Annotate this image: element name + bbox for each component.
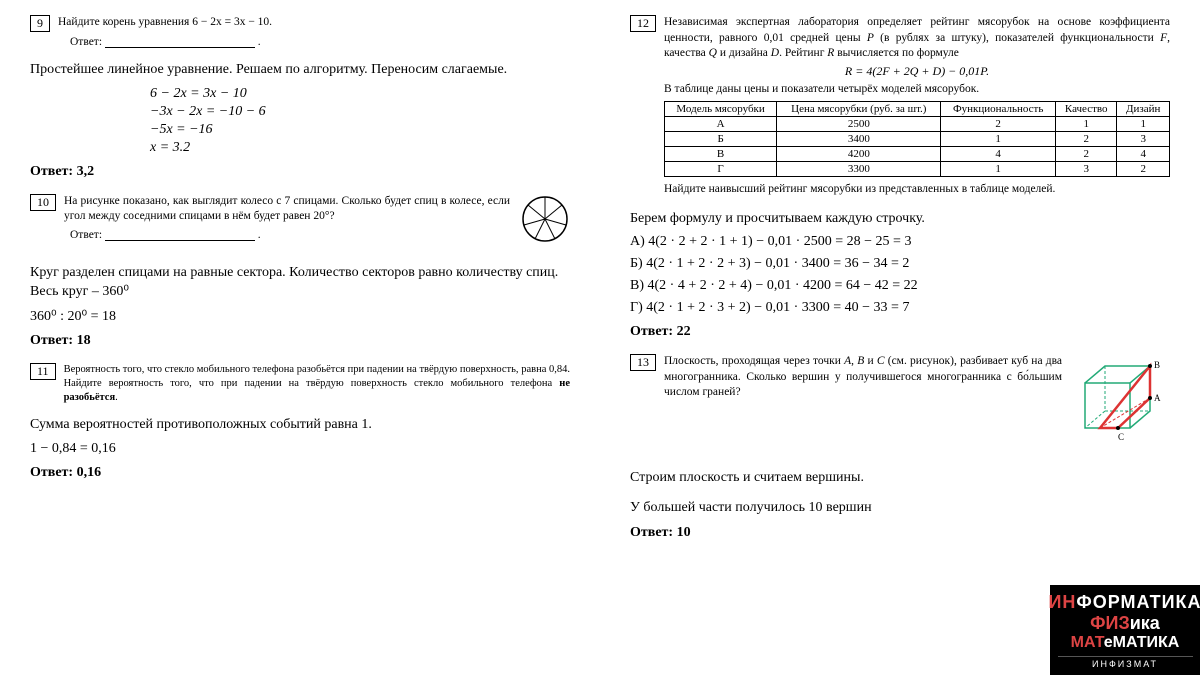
q9-answer-blank: Ответ: . — [70, 36, 570, 48]
wheel-icon — [520, 194, 570, 244]
svg-text:C: C — [1118, 432, 1124, 442]
svg-text:A: A — [1154, 393, 1161, 403]
q9-explanation: Простейшее линейное уравнение. Решаем по… — [30, 60, 570, 80]
q9-num: 9 — [30, 15, 50, 32]
q13-answer: Ответ: 10 — [630, 525, 1170, 541]
q9-steps: 6 − 2x = 3x − 10 −3x − 2x = −10 − 6 −5x … — [30, 86, 570, 156]
cube-icon: B A C — [1070, 358, 1170, 448]
q13-explanation: Строим плоскость и считаем вершины. — [630, 468, 1170, 488]
table-row: Г3300132 — [665, 161, 1170, 176]
q12-calc-d: Г) 4(2 · 1 + 2 · 3 + 2) − 0,01 · 3300 = … — [630, 300, 1170, 316]
q11-text: Вероятность того, что стекло мобильного … — [64, 363, 570, 406]
table-row: Б3400123 — [665, 131, 1170, 146]
brand-logo: ИНФОРМАТИКА ФИЗика МАТеМАТИКА ИНФИЗМАТ — [1050, 585, 1200, 675]
q13-text: Плоскость, проходящая через точки A, B и… — [664, 354, 1062, 401]
table-row: А2500211 — [665, 116, 1170, 131]
q12-table: Модель мясорубки Цена мясорубки (руб. за… — [664, 101, 1170, 177]
q9-text: Найдите корень уравнения 6 − 2x = 3x − 1… — [58, 15, 570, 31]
q12-head: 12 Независимая экспертная лаборатория оп… — [630, 15, 1170, 199]
q11-answer: Ответ: 0,16 — [30, 465, 570, 481]
q12-num: 12 — [630, 15, 656, 32]
q12-explanation: Берем формулу и просчитываем каждую стро… — [630, 209, 1170, 229]
q11-explanation: Сумма вероятностей противоположных событ… — [30, 415, 570, 435]
q12-answer: Ответ: 22 — [630, 324, 1170, 340]
q12-formula: R = 4(2F + 2Q + D) − 0,01P. — [664, 64, 1170, 79]
q12-sub2: Найдите наивысший рейтинг мясорубки из п… — [664, 183, 1170, 195]
q10-block: 10 На рисунке показано, как выглядит кол… — [30, 194, 570, 253]
q10-num: 10 — [30, 194, 56, 211]
q10-answer: Ответ: 18 — [30, 333, 570, 349]
q10-explanation: Круг разделен спицами на равные сектора.… — [30, 263, 570, 302]
q13-block: 13 Плоскость, проходящая через точки A, … — [630, 354, 1170, 448]
q10-text: На рисунке показано, как выглядит колесо… — [64, 194, 510, 225]
q13-explanation2: У большей части получилось 10 вершин — [630, 498, 1170, 518]
q11-head: 11 Вероятность того, что стекло мобильно… — [30, 363, 570, 406]
q10-calc: 360⁰ : 20⁰ = 18 — [30, 308, 570, 325]
q11-num: 11 — [30, 363, 56, 380]
table-row: В4200424 — [665, 146, 1170, 161]
q12-text: Независимая экспертная лаборатория опред… — [664, 15, 1170, 62]
q12-calc-c: В) 4(2 · 4 + 2 · 2 + 4) − 0,01 · 4200 = … — [630, 278, 1170, 294]
left-column: 9 Найдите корень уравнения 6 − 2x = 3x −… — [0, 0, 600, 675]
q11-calc: 1 − 0,84 = 0,16 — [30, 441, 570, 457]
q9-answer: Ответ: 3,2 — [30, 164, 570, 180]
q9-head: 9 Найдите корень уравнения 6 − 2x = 3x −… — [30, 15, 570, 32]
q13-num: 13 — [630, 354, 656, 371]
q10-answer-blank: Ответ: . — [70, 229, 510, 241]
q12-calc-b: Б) 4(2 · 1 + 2 · 2 + 3) − 0,01 · 3400 = … — [630, 256, 1170, 272]
q12-sub: В таблице даны цены и показатели четырёх… — [664, 83, 1170, 95]
q12-calc-a: А) 4(2 · 2 + 2 · 1 + 1) − 0,01 · 2500 = … — [630, 234, 1170, 250]
svg-text:B: B — [1154, 360, 1160, 370]
right-column: 12 Независимая экспертная лаборатория оп… — [600, 0, 1200, 675]
